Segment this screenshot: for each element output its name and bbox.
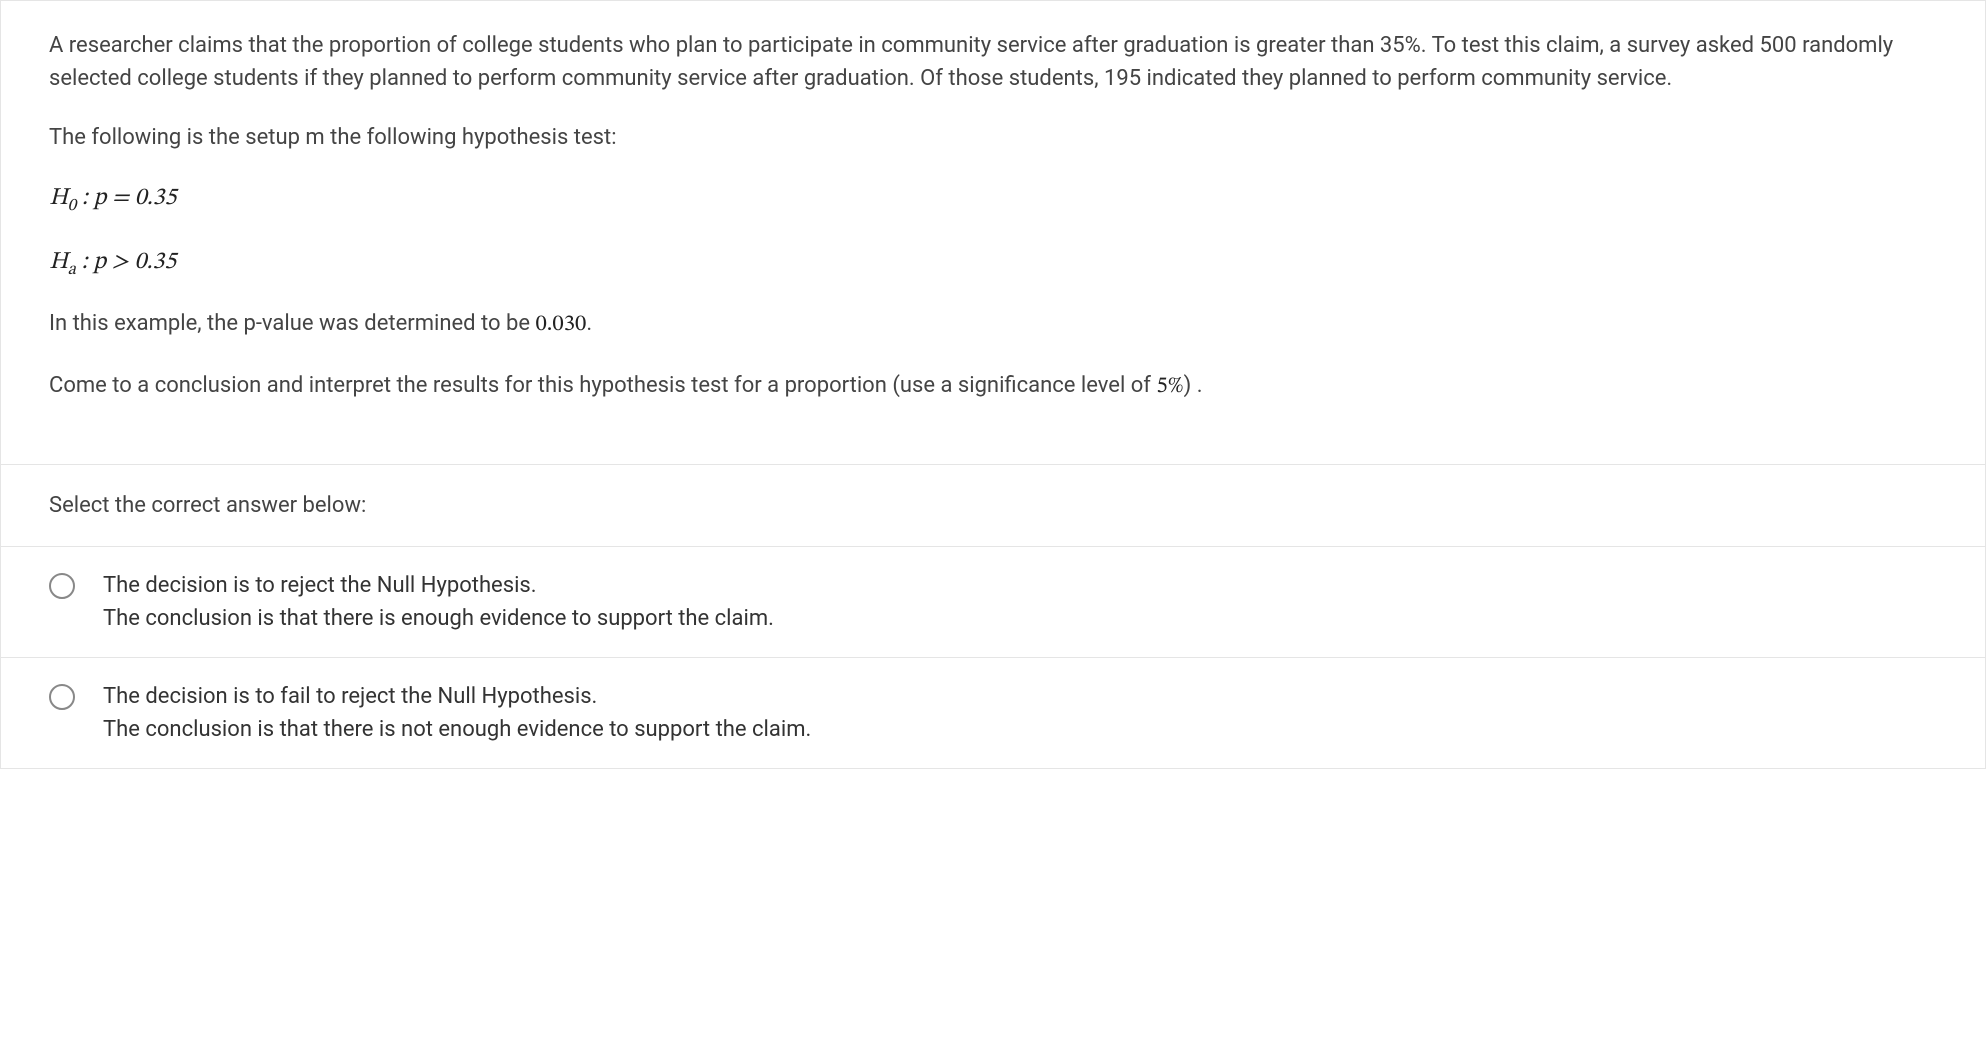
answer-line-2: The conclusion is that there is enough e… [103,602,774,635]
hypothesis-setup-intro: The following is the setup m the followi… [49,121,1937,154]
question-card: A researcher claims that the proportion … [0,0,1986,769]
answer-prompt: Select the correct answer below: [49,493,366,518]
answer-text: The decision is to reject the Null Hypot… [103,569,774,635]
ha-expression: : p > 0.35 [76,250,176,274]
answer-line-1: The decision is to reject the Null Hypot… [103,569,774,602]
null-hypothesis: H0 : p = 0.35 [49,180,1937,220]
pvalue-pre: In this example, the p-value was determi… [49,311,535,336]
ha-symbol: H [49,250,68,274]
conclusion-pre: Come to a conclusion and interpret the r… [49,373,1156,398]
conclusion-prompt: Come to a conclusion and interpret the r… [49,369,1937,404]
question-body: A researcher claims that the proportion … [1,1,1985,465]
pvalue-post: . [586,311,592,336]
answer-option[interactable]: The decision is to fail to reject the Nu… [1,658,1985,768]
radio-icon[interactable] [49,684,75,710]
h0-expression: : p = 0.35 [76,186,176,210]
radio-icon[interactable] [49,573,75,599]
answer-line-2: The conclusion is that there is not enou… [103,713,811,746]
alt-hypothesis: Ha : p > 0.35 [49,244,1937,284]
h0-symbol: H [49,186,68,210]
pvalue: 0.030 [535,314,586,336]
significance-level: 5% [1156,376,1183,398]
answer-text: The decision is to fail to reject the Nu… [103,680,811,746]
pvalue-statement: In this example, the p-value was determi… [49,307,1937,342]
answer-prompt-row: Select the correct answer below: [1,465,1985,547]
answer-line-1: The decision is to fail to reject the Nu… [103,680,811,713]
h0-subscript: 0 [68,198,77,215]
conclusion-post: ) . [1184,373,1203,398]
answer-option[interactable]: The decision is to reject the Null Hypot… [1,547,1985,658]
question-context: A researcher claims that the proportion … [49,29,1937,95]
ha-subscript: a [68,262,76,279]
